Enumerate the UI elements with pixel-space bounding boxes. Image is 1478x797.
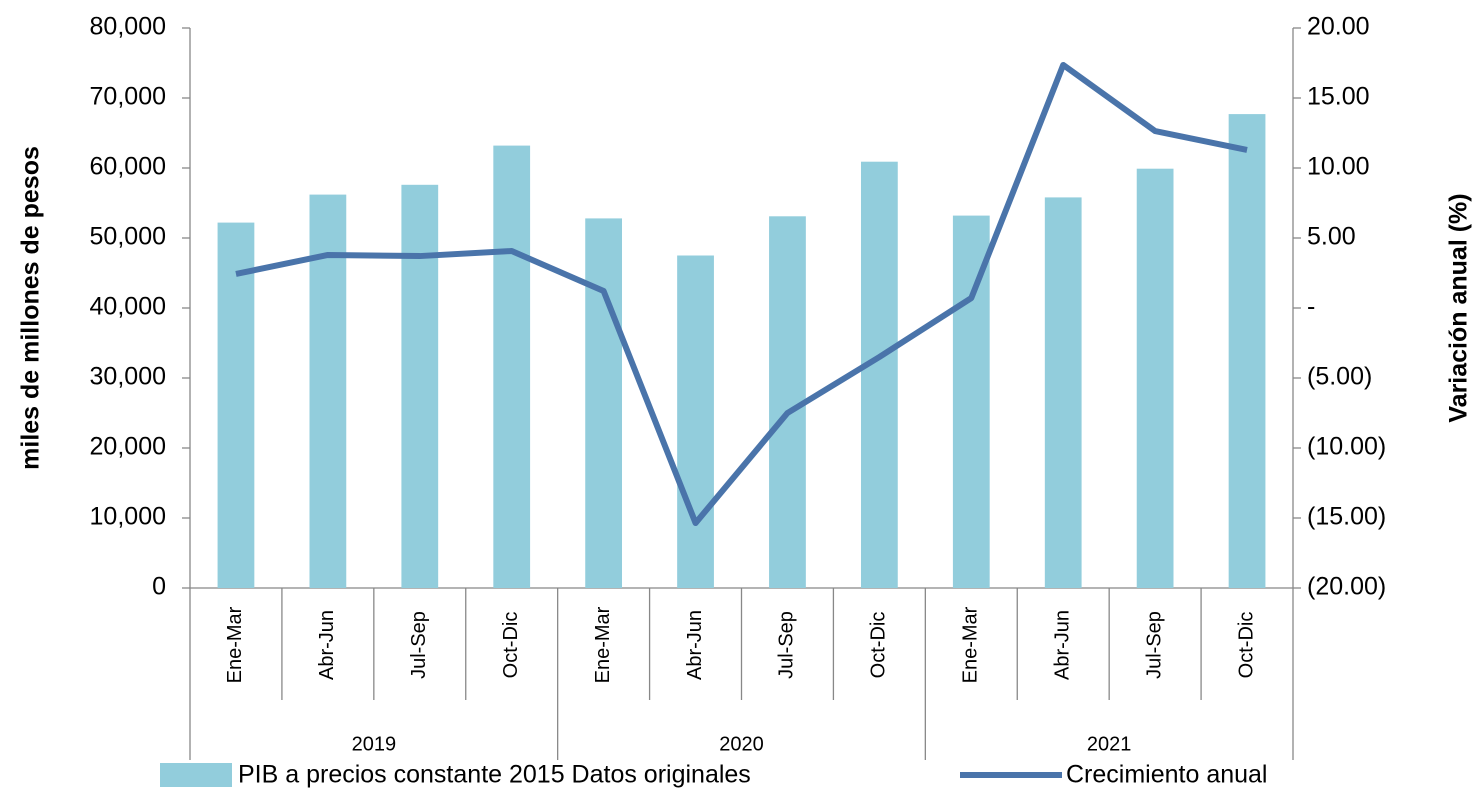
x-tick-label: Ene-Mar — [224, 606, 246, 683]
bar — [1044, 197, 1082, 588]
bar — [677, 255, 714, 588]
x-tick-label: Ene-Mar — [960, 606, 982, 683]
bar — [585, 218, 623, 588]
y-tick-label: 50,000 — [90, 223, 166, 251]
bar — [952, 215, 990, 588]
y2-tick-label: 15.00 — [1307, 83, 1370, 111]
legend-swatch — [160, 763, 232, 787]
bar — [860, 161, 898, 588]
legend-label: PIB a precios constante 2015 Datos origi… — [238, 761, 751, 789]
y-tick-label: 30,000 — [90, 363, 166, 391]
y2-tick-label: 10.00 — [1307, 153, 1370, 181]
y-tick-label: 10,000 — [90, 503, 166, 531]
x-tick-label: Oct-Dic — [500, 612, 522, 679]
x-tick-label: Abr-Jun — [1051, 610, 1073, 680]
bar — [217, 222, 255, 588]
y-tick-label: 70,000 — [90, 83, 166, 111]
x-tick-label: Abr-Jun — [316, 610, 338, 680]
y-axis-label: miles de millones de pesos — [17, 146, 45, 470]
bar — [493, 145, 531, 588]
x-tick-label: Oct-Dic — [868, 612, 890, 679]
x-group-label: 2021 — [1087, 733, 1132, 755]
x-group-label: 2020 — [719, 733, 764, 755]
y2-tick-label: - — [1307, 293, 1315, 321]
bar — [401, 184, 439, 589]
y2-tick-label: (10.00) — [1307, 433, 1386, 461]
y2-tick-label: 5.00 — [1307, 223, 1356, 251]
line — [235, 61, 1248, 527]
y2-tick-label: 20.00 — [1307, 13, 1370, 41]
bar — [1228, 114, 1266, 588]
x-tick-label: Oct-Dic — [1235, 612, 1257, 679]
y2-tick-label: (5.00) — [1307, 363, 1372, 391]
x-tick-label: Jul-Sep — [1143, 611, 1165, 679]
legend-label: Crecimiento anual — [1066, 761, 1268, 789]
x-tick-label: Ene-Mar — [592, 606, 614, 683]
bar — [1136, 168, 1174, 588]
x-group-label: 2019 — [352, 733, 397, 755]
x-tick-label: Abr-Jun — [684, 610, 706, 680]
x-tick-label: Jul-Sep — [776, 611, 798, 679]
y2-tick-label: (20.00) — [1307, 573, 1386, 601]
y2-axis-label: Variación anual (%) — [1445, 193, 1473, 422]
x-tick-label: Jul-Sep — [408, 611, 430, 679]
y-tick-label: 0 — [152, 573, 166, 601]
y-tick-label: 40,000 — [90, 293, 166, 321]
y2-tick-label: (15.00) — [1307, 503, 1386, 531]
y-tick-label: 60,000 — [90, 153, 166, 181]
y-tick-label: 20,000 — [90, 433, 166, 461]
y-tick-label: 80,000 — [90, 13, 166, 41]
